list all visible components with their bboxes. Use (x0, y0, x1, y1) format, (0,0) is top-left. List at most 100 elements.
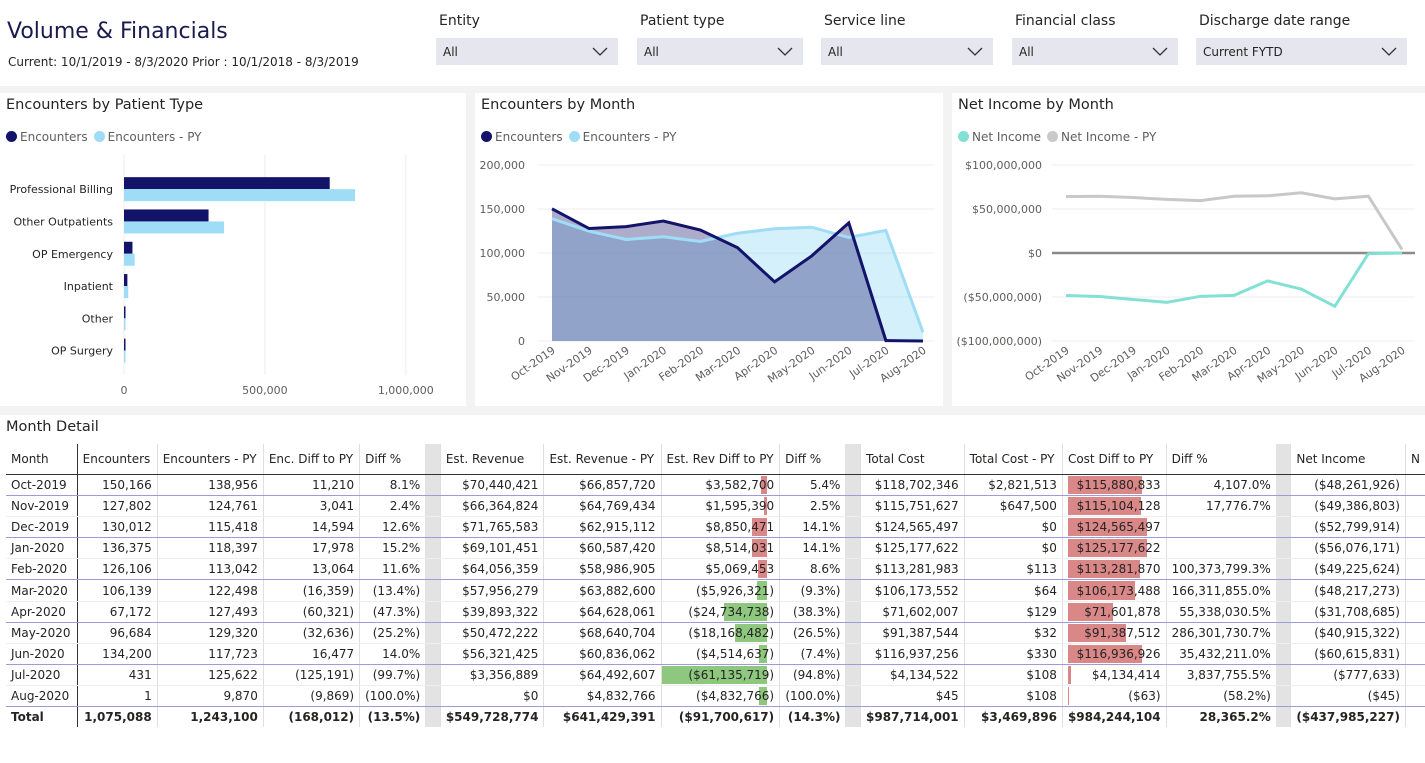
table-cell: 1 (76, 685, 158, 708)
column-separator (845, 579, 861, 602)
table-cell: ($31,708,685) (1290, 601, 1406, 623)
cell-value: $4,134,414 (1091, 667, 1161, 682)
column-header[interactable]: Month (6, 444, 78, 475)
table-cell: (47.3%) (359, 601, 426, 623)
cell-value: ($4,514,637) (696, 646, 775, 661)
column-header[interactable]: Diff % (359, 444, 426, 475)
data-bar-positive (756, 581, 768, 600)
cell-value: $115,880,833 (1076, 478, 1161, 493)
bar (124, 241, 133, 254)
cell-value: $113,281,870 (1076, 562, 1161, 577)
table-cell: ($45) (1290, 685, 1406, 708)
column-header[interactable]: Cost Diff to PY (1061, 444, 1167, 475)
column-separator (845, 516, 861, 539)
table-cell (1404, 664, 1425, 686)
table-cell (1404, 601, 1425, 623)
table-cell: ($49,225,624) (1290, 558, 1406, 581)
legend-label[interactable]: Net Income (972, 130, 1042, 144)
column-header[interactable]: Diff % (779, 444, 846, 475)
cell-value: $91,387,512 (1084, 625, 1161, 640)
table-cell: $32 (963, 622, 1063, 644)
data-bar-negative (751, 518, 768, 537)
column-header[interactable]: Net Income (1290, 444, 1406, 475)
data-bar-negative (760, 476, 768, 495)
slicer-label: Entity (439, 13, 480, 29)
financial-class-dropdown[interactable]: All (1012, 38, 1178, 65)
column-header[interactable]: Total Cost (860, 444, 965, 475)
entity-dropdown[interactable]: All (436, 38, 618, 65)
discharge-date-dropdown[interactable]: Current FYTD (1196, 38, 1407, 65)
table-cell: Jan-2020 (6, 537, 78, 560)
table-cell: $71,602,007 (860, 601, 965, 623)
column-header[interactable]: Total Cost - PY (963, 444, 1063, 475)
table-cell: Aug-2020 (6, 685, 78, 708)
table-cell: 28,365.2% (1165, 706, 1276, 728)
table-cell: ($56,076,171) (1290, 537, 1406, 560)
patient-type-dropdown[interactable]: All (637, 38, 803, 65)
dropdown-value: All (443, 45, 458, 59)
column-header[interactable]: N (1404, 444, 1425, 475)
table-cell: $58,986,905 (543, 558, 661, 581)
chevron-down-icon (1381, 47, 1397, 56)
column-header[interactable]: Enc. Diff to PY (262, 444, 360, 475)
table-row: Oct-2019 150,166 138,956 11,210 8.1% $70,440,… (6, 474, 1425, 497)
data-bar-negative (1067, 518, 1148, 537)
bar (124, 350, 126, 363)
bar (124, 177, 330, 190)
table-cell: $124,565,497 (860, 516, 965, 539)
slicer-financial-class: Financial class All (1012, 13, 1178, 65)
table-cell: 17,776.7% (1165, 495, 1276, 518)
table-cell: ($52,799,914) (1290, 516, 1406, 539)
cell-value: $5,069,453 (705, 562, 775, 577)
column-header[interactable]: Est. Revenue (439, 444, 544, 475)
table-cell (1165, 537, 1276, 560)
column-header[interactable]: Encounters (76, 444, 158, 475)
table-cell: 150,166 (76, 474, 158, 497)
column-header[interactable]: Diff % (1165, 444, 1276, 475)
legend-dot-icon (6, 131, 17, 142)
table-cell: (9,869) (262, 685, 360, 708)
table-cell: Feb-2020 (6, 558, 78, 581)
bar (124, 274, 128, 287)
table-cell: $984,244,104 (1061, 706, 1167, 728)
y-tick-label: 50,000 (487, 291, 526, 304)
column-separator (845, 444, 861, 475)
table-cell: $118,702,346 (860, 474, 965, 497)
table-cell: $125,177,622 (860, 537, 965, 560)
column-separator (845, 495, 861, 518)
y-tick-label: ($100,000,000) (956, 335, 1042, 348)
table-cell (1404, 579, 1425, 602)
column-separator (1275, 622, 1291, 644)
column-separator (845, 601, 861, 623)
encounters-by-month-card: Encounters by Month Encounters Encounters… (475, 93, 943, 406)
legend-label[interactable]: Encounters - PY (582, 130, 677, 144)
legend-label[interactable]: Encounters (20, 130, 88, 144)
legend-label[interactable]: Encounters - PY (107, 130, 202, 144)
table-cell: $129 (963, 601, 1063, 623)
category-label: Other (82, 312, 114, 325)
table-cell: ($61,135,719) (660, 664, 780, 686)
table-cell: (32,636) (262, 622, 360, 644)
column-header[interactable]: Encounters - PY (156, 444, 264, 475)
table-cell: $8,850,471 (660, 516, 780, 539)
data-bar-negative (752, 539, 768, 558)
slicer-label: Service line (824, 13, 906, 29)
table-cell: $64,628,061 (543, 601, 661, 623)
column-header[interactable]: Est. Rev Diff to PY (660, 444, 780, 475)
table-cell: 127,493 (156, 601, 264, 623)
date-range-subtitle: Current: 10/1/2019 - 8/3/2020 Prior : 10… (8, 55, 359, 69)
data-bar-negative (758, 560, 768, 579)
table-cell: Oct-2019 (6, 474, 78, 497)
service-line-dropdown[interactable]: All (821, 38, 993, 65)
column-separator (425, 643, 441, 665)
chevron-down-icon (1152, 47, 1168, 56)
legend-label[interactable]: Encounters (495, 130, 563, 144)
legend-label[interactable]: Net Income - PY (1061, 130, 1157, 144)
data-bar-positive (758, 686, 768, 706)
table-cell: $62,915,112 (543, 516, 661, 539)
column-separator (845, 706, 861, 728)
column-header[interactable]: Est. Revenue - PY (543, 444, 661, 475)
table-cell: ($91,700,617) (660, 706, 780, 728)
chart-legend: Encounters Encounters - PY (481, 130, 677, 144)
table-cell: $60,587,420 (543, 537, 661, 560)
